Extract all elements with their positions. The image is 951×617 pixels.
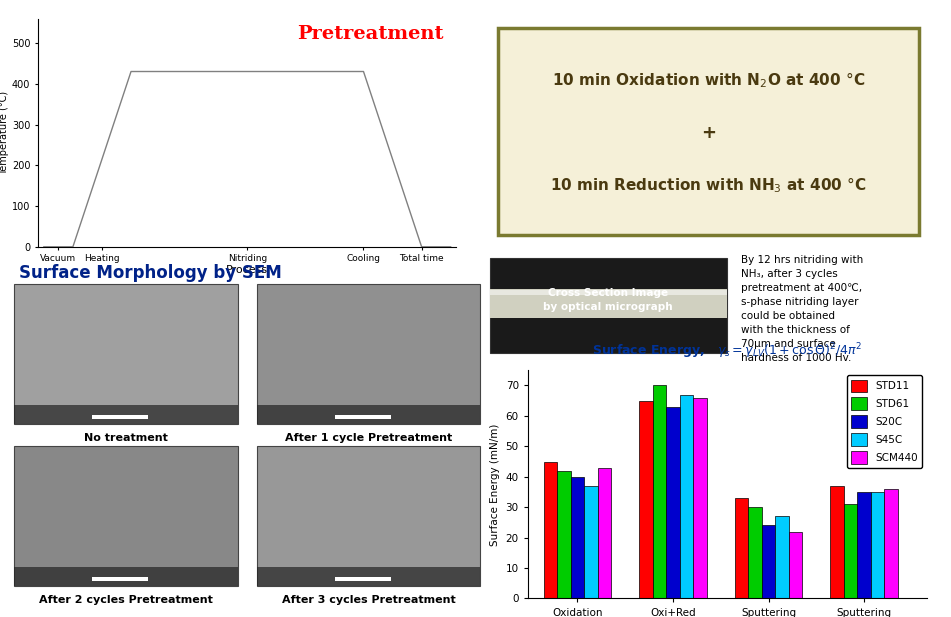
Bar: [884, 489, 898, 598]
Bar: [490, 290, 727, 295]
Bar: [693, 397, 707, 598]
Y-axis label: Surface Energy (mN/m): Surface Energy (mN/m): [490, 423, 500, 545]
Bar: [571, 477, 584, 598]
Bar: [14, 284, 238, 424]
Text: Cross Section Image
by optical micrograph: Cross Section Image by optical micrograp…: [543, 288, 673, 312]
Bar: [14, 445, 238, 586]
Bar: [735, 498, 748, 598]
Legend: STD11, STD61, S20C, S45C, SCM440: STD11, STD61, S20C, S45C, SCM440: [847, 375, 922, 468]
Bar: [680, 394, 693, 598]
Text: Pretreatment: Pretreatment: [298, 25, 444, 43]
Text: By 12 hrs nitriding with
NH₃, after 3 cycles
pretreatment at 400℃,
s-phase nitri: By 12 hrs nitriding with NH₃, after 3 cy…: [741, 255, 863, 363]
Bar: [557, 471, 571, 598]
Bar: [335, 415, 391, 419]
Bar: [544, 462, 557, 598]
Bar: [639, 400, 652, 598]
Bar: [830, 486, 844, 598]
Bar: [257, 445, 480, 586]
Bar: [490, 289, 727, 318]
Text: 10 min Reduction with NH$_3$ at 400 $\degree$C: 10 min Reduction with NH$_3$ at 400 $\de…: [551, 175, 866, 195]
Bar: [844, 504, 858, 598]
Y-axis label: Temperature (°C): Temperature (°C): [0, 91, 10, 175]
Bar: [667, 407, 680, 598]
Text: 10 min Oxidation with N$_2$O at 400 $\degree$C: 10 min Oxidation with N$_2$O at 400 $\de…: [552, 70, 865, 90]
Bar: [748, 507, 762, 598]
Bar: [257, 567, 480, 586]
Bar: [871, 492, 884, 598]
Bar: [335, 577, 391, 581]
Bar: [858, 492, 871, 598]
Bar: [14, 567, 238, 586]
Bar: [652, 386, 667, 598]
Bar: [775, 516, 788, 598]
Bar: [92, 577, 148, 581]
X-axis label: Process: Process: [226, 265, 268, 275]
Bar: [14, 405, 238, 424]
Text: After 3 cycles Pretreatment: After 3 cycles Pretreatment: [281, 595, 456, 605]
Text: Surface Energy,   $\gamma_s = \gamma_{LV}(1+\cos\Theta)^2/4\pi^2$: Surface Energy, $\gamma_s = \gamma_{LV}(…: [592, 341, 863, 361]
Bar: [257, 405, 480, 424]
Bar: [597, 468, 611, 598]
Bar: [584, 486, 597, 598]
Bar: [762, 526, 775, 598]
Bar: [257, 284, 480, 424]
Text: After 1 cycle Pretreatment: After 1 cycle Pretreatment: [285, 433, 452, 443]
Text: After 2 cycles Pretreatment: After 2 cycles Pretreatment: [39, 595, 213, 605]
Bar: [788, 531, 803, 598]
FancyBboxPatch shape: [498, 28, 919, 236]
Text: Surface Morphology by SEM: Surface Morphology by SEM: [19, 265, 281, 283]
Text: +: +: [701, 123, 716, 142]
Bar: [92, 415, 148, 419]
Text: No treatment: No treatment: [84, 433, 168, 443]
Bar: [490, 258, 727, 353]
